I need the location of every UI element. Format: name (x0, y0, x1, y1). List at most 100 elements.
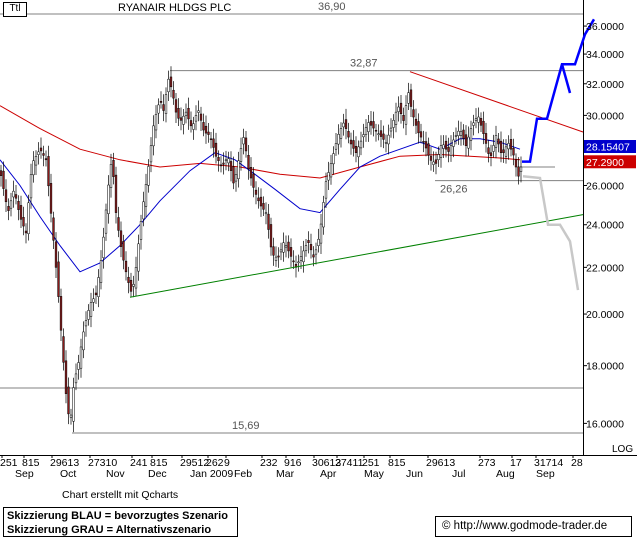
candle-body (377, 133, 380, 135)
level-label-1: 32,87 (350, 58, 378, 70)
x-tick-label: 262 (206, 457, 224, 469)
x-month-label: Dec (148, 468, 167, 480)
candle-body (94, 292, 98, 296)
candle-body (417, 121, 420, 134)
candle-body (344, 119, 348, 129)
candle-body (242, 137, 245, 145)
candle-body (74, 373, 78, 384)
candle-body (4, 189, 8, 203)
price-tag-label: 27.2900 (586, 157, 624, 169)
candle-body (409, 89, 413, 107)
candle-body (42, 153, 45, 156)
candle-body (142, 201, 145, 220)
candle-body (32, 160, 35, 176)
x-month-label: Oct (60, 468, 76, 480)
moving-average-1 (0, 138, 521, 273)
candle-body (442, 144, 445, 149)
y-tick-label: 26.0000 (586, 181, 624, 193)
candle-body (324, 181, 328, 199)
candle-body (297, 261, 300, 264)
candle-body (64, 360, 68, 394)
chart-credit: Chart erstellt mit Qcharts (62, 489, 179, 501)
candle-body (34, 155, 38, 166)
candle-body (92, 298, 95, 303)
candle-body (247, 154, 250, 170)
candle-body (192, 123, 195, 130)
log-scale-label: LOG (612, 444, 634, 455)
horizontal-levels: 36,90 32,87 26,26 15,69 (0, 1, 583, 434)
candle-body (172, 89, 175, 99)
y-tick-label: 24.0000 (586, 220, 624, 232)
x-tick-label: 9 (224, 457, 230, 469)
candle-body (502, 149, 505, 153)
candle-body (392, 120, 395, 128)
candle-body (87, 310, 90, 320)
candle-body (367, 122, 370, 132)
level-label-2: 26,26 (440, 184, 468, 196)
candle-body (317, 238, 320, 247)
x-month-label: Aug (496, 468, 515, 480)
website-link[interactable]: © http://www.godmode-trader.de (435, 516, 632, 537)
candle-body (477, 116, 480, 123)
candle-body (89, 302, 93, 317)
candle-body (197, 110, 200, 113)
x-tick-label: 232 (260, 457, 278, 469)
candle-body (37, 151, 40, 155)
scenario-grey-path (522, 174, 580, 291)
x-month-label: Sep (536, 468, 555, 480)
x-month-label: Nov (106, 468, 125, 480)
scenario-notes: Skizzierung BLAU = bevorzugtes Szenario … (3, 507, 238, 537)
candle-body (274, 256, 278, 261)
candle-body (379, 130, 383, 137)
candle-body (49, 183, 53, 214)
candle-body (469, 128, 473, 141)
candle-body (19, 205, 23, 220)
candle-body (289, 247, 293, 257)
candle-body (232, 166, 235, 184)
candle-body (389, 127, 393, 132)
candle-body (352, 140, 355, 149)
candle-body (244, 137, 248, 152)
candle-body (452, 139, 455, 147)
candle-body (212, 138, 215, 148)
candle-body (359, 140, 363, 149)
y-tick-label: 16.0000 (586, 418, 624, 430)
candle-body (134, 267, 138, 289)
note-blue: Skizzierung BLAU = bevorzugtes Szenario (7, 510, 228, 522)
candle-body (237, 160, 240, 180)
candle-body (227, 158, 230, 164)
candle-body (497, 138, 500, 145)
candle-body (44, 158, 48, 161)
candle-body (479, 118, 483, 126)
candle-body (329, 163, 333, 178)
candle-body (384, 141, 388, 144)
price-tag-label: 28.15407 (586, 142, 630, 154)
candle-body (287, 241, 290, 252)
candle-body (519, 166, 523, 172)
candle-body (439, 145, 443, 158)
x-tick-label: 815 (388, 457, 406, 469)
y-axis: 16.0000 18.0000 20.0000 22.0000 24.0000 26.00… (583, 21, 624, 430)
candle-body (399, 102, 403, 115)
candle-body (487, 147, 490, 154)
scenario-blue-path (522, 18, 596, 163)
note-grey: Skizzierung GRAU = Alternativszenario (7, 524, 212, 536)
candle-body (302, 250, 305, 263)
candle-body (312, 254, 315, 258)
candle-body (177, 107, 180, 119)
candle-body (194, 115, 198, 122)
x-month-label: Jan 2009 (190, 468, 233, 480)
candle-body (254, 189, 258, 195)
candle-body (449, 145, 453, 156)
candle-body (239, 148, 243, 162)
candle-body (404, 105, 408, 125)
candle-body (167, 78, 170, 93)
candle-body (387, 134, 390, 145)
candle-body (54, 241, 58, 268)
candle-body (159, 100, 163, 103)
candle-body (424, 141, 428, 149)
candle-body (17, 200, 20, 210)
candle-body (229, 161, 233, 171)
